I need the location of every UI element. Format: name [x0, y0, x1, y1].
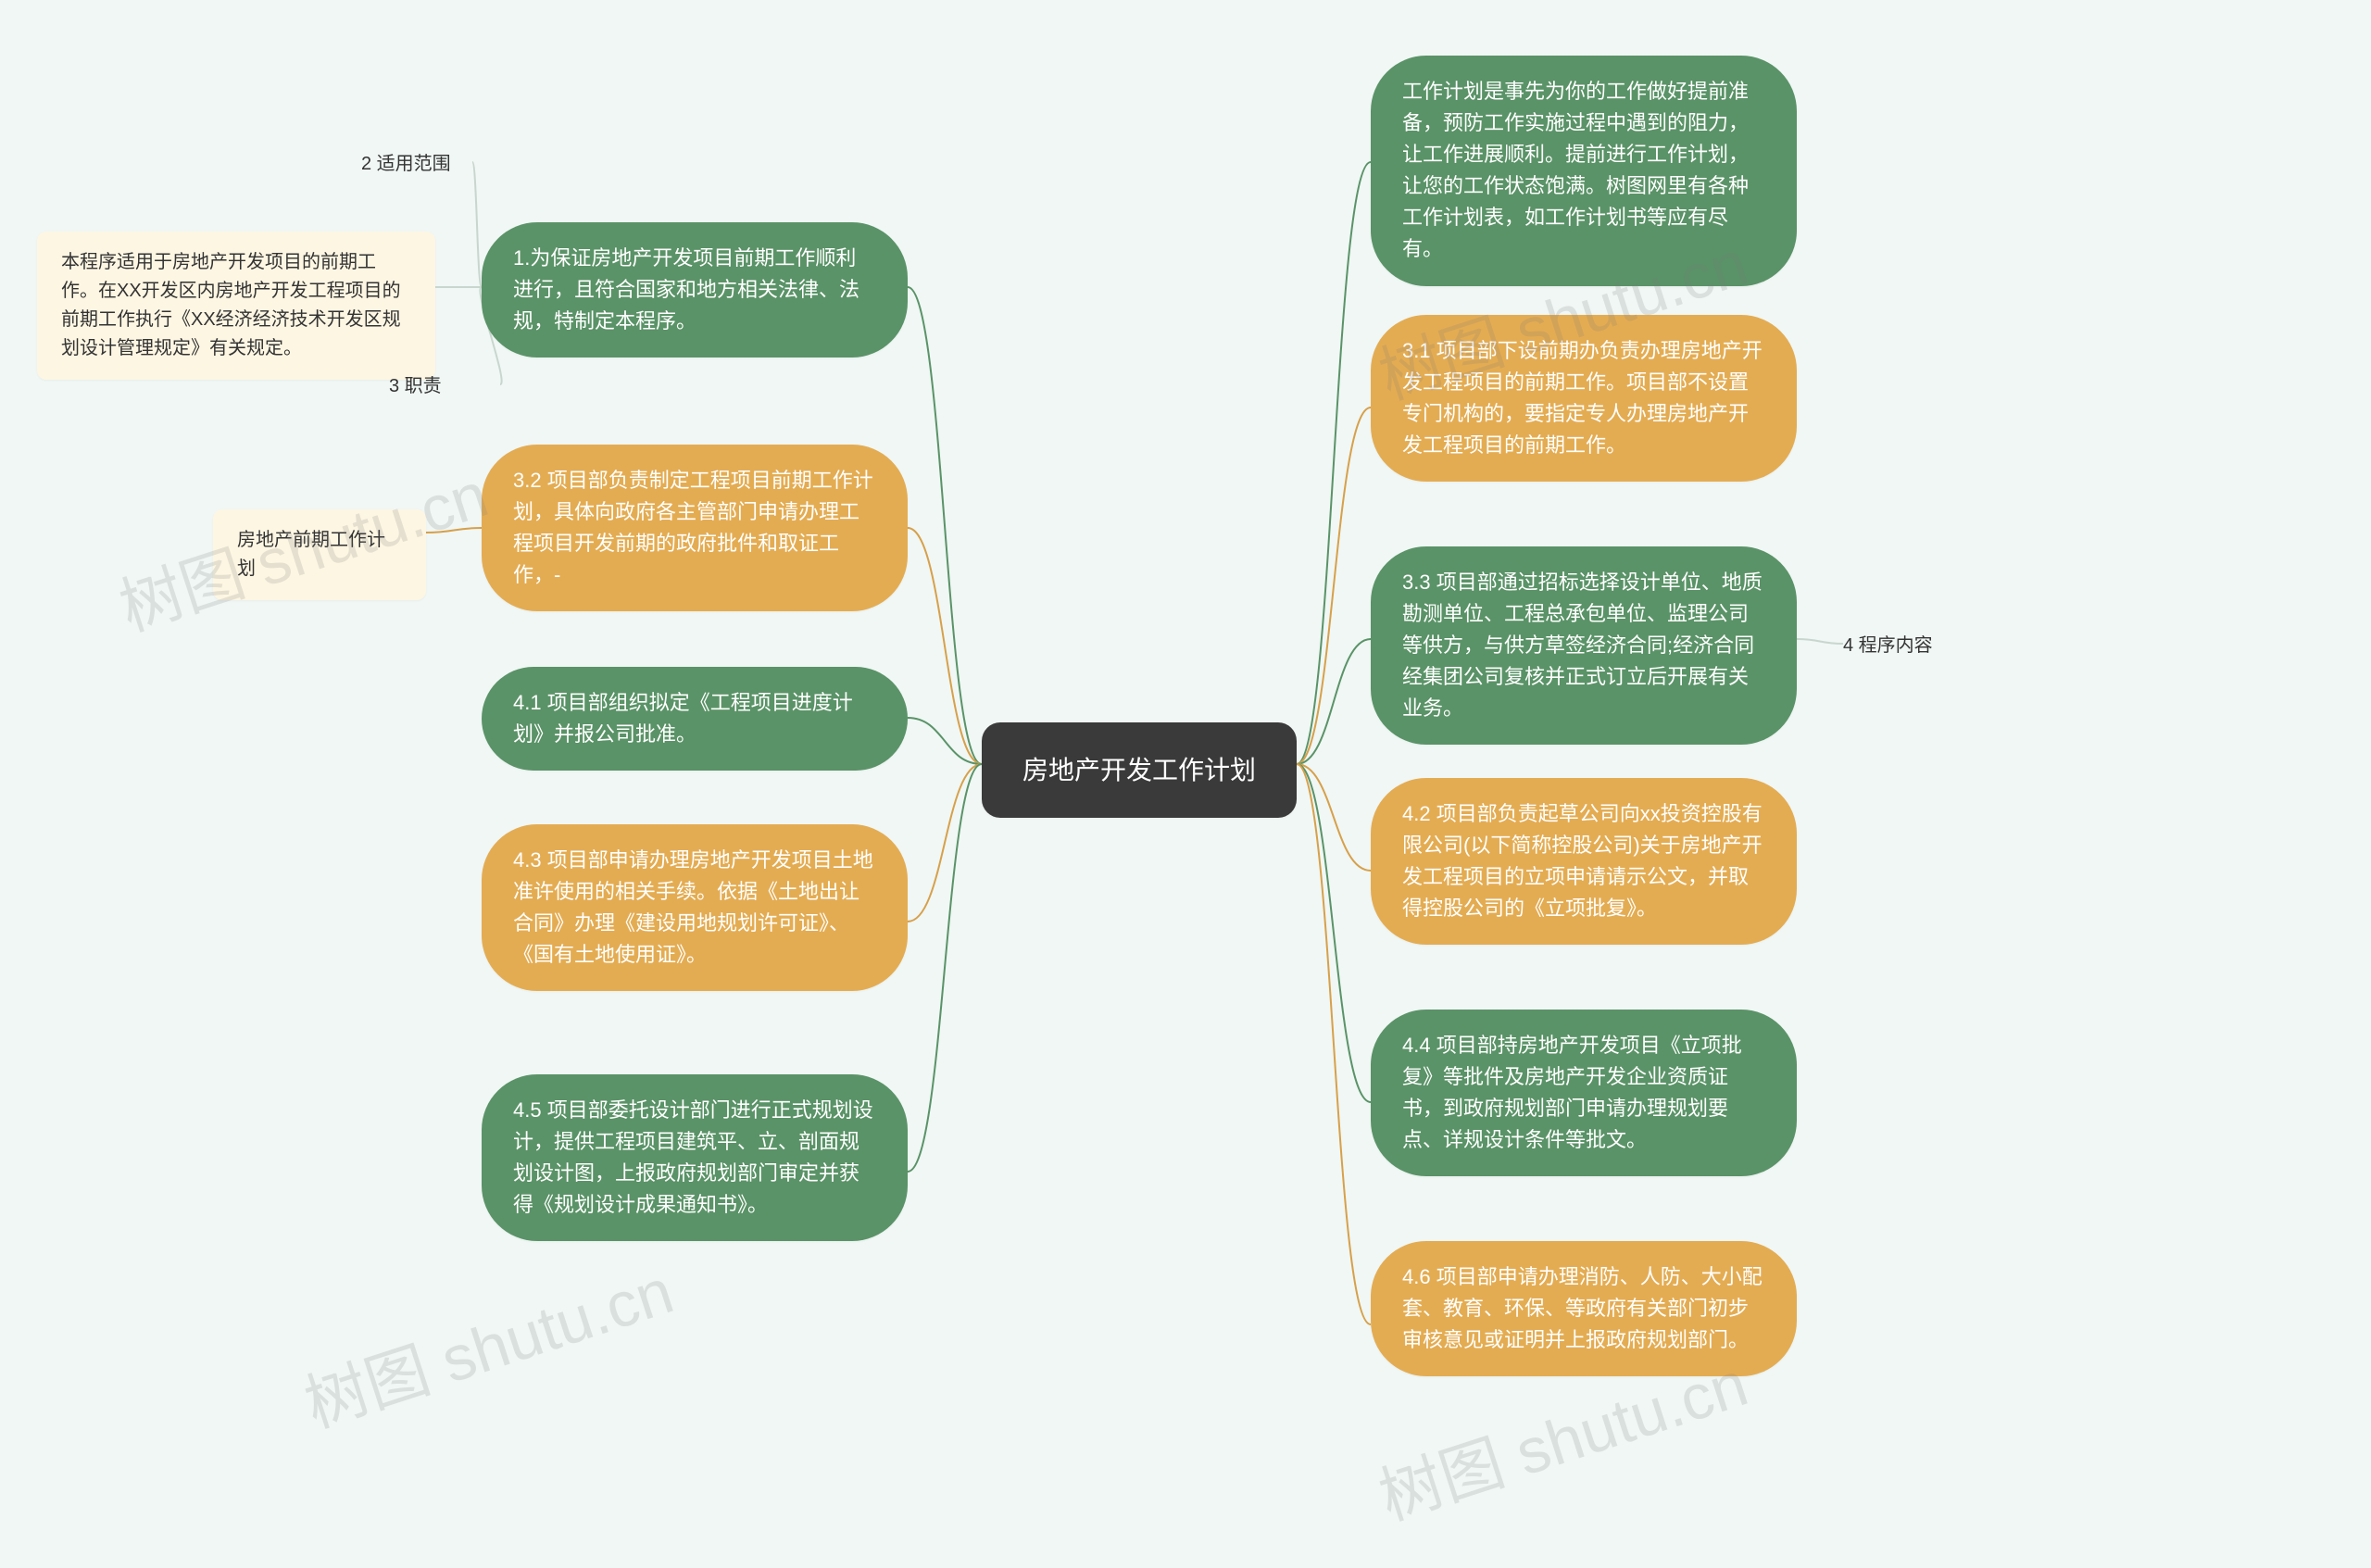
node-3-3[interactable]: 3.3 项目部通过招标选择设计单位、地质勘测单位、工程总承包单位、监理公司等供方…: [1371, 546, 1797, 745]
node-1[interactable]: 1.为保证房地产开发项目前期工作顺利进行，且符合国家和地方相关法律、法规，特制定…: [482, 222, 908, 358]
node-4-2[interactable]: 4.2 项目部负责起草公司向xx投资控股有限公司(以下简称控股公司)关于房地产开…: [1371, 778, 1797, 945]
leaf-content[interactable]: 4 程序内容: [1843, 630, 1933, 657]
node-3-1[interactable]: 3.1 项目部下设前期办负责办理房地产开发工程项目的前期工作。项目部不设置专门机…: [1371, 315, 1797, 482]
node-4-1[interactable]: 4.1 项目部组织拟定《工程项目进度计划》并报公司批准。: [482, 667, 908, 771]
node-4-3[interactable]: 4.3 项目部申请办理房地产开发项目土地准许使用的相关手续。依据《土地出让合同》…: [482, 824, 908, 991]
note-plan[interactable]: 房地产前期工作计划: [213, 509, 426, 600]
node-4-5[interactable]: 4.5 项目部委托设计部门进行正式规划设计，提供工程项目建筑平、立、剖面规划设计…: [482, 1074, 908, 1241]
mindmap-center[interactable]: 房地产开发工作计划: [982, 722, 1297, 818]
leaf-scope[interactable]: 2 适用范围: [361, 148, 451, 175]
note-scope[interactable]: 本程序适用于房地产开发项目的前期工作。在XX开发区内房地产开发工程项目的前期工作…: [37, 232, 435, 380]
node-intro[interactable]: 工作计划是事先为你的工作做好提前准备，预防工作实施过程中遇到的阻力，让工作进展顺…: [1371, 56, 1797, 286]
node-4-4[interactable]: 4.4 项目部持房地产开发项目《立项批复》等批件及房地产开发企业资质证书，到政府…: [1371, 1010, 1797, 1176]
leaf-duty[interactable]: 3 职责: [389, 370, 442, 397]
node-3-2[interactable]: 3.2 项目部负责制定工程项目前期工作计划，具体向政府各主管部门申请办理工程项目…: [482, 445, 908, 611]
node-4-6[interactable]: 4.6 项目部申请办理消防、人防、大小配套、教育、环保、等政府有关部门初步审核意…: [1371, 1241, 1797, 1376]
